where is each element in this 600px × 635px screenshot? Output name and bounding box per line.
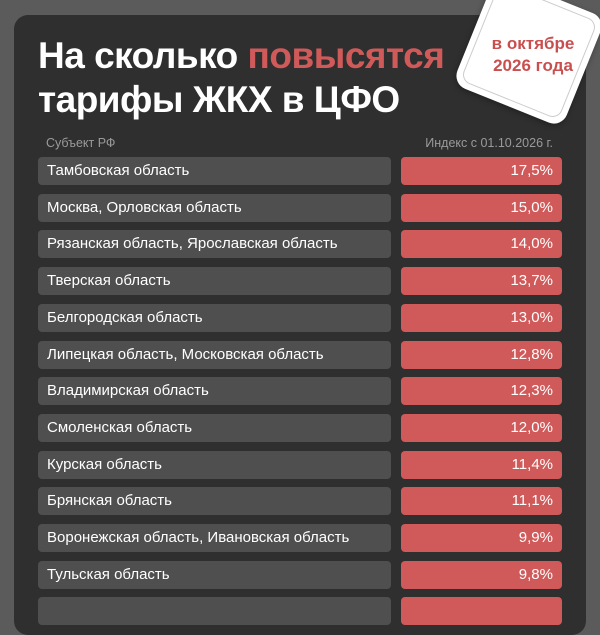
table-row-partial <box>38 597 562 626</box>
table-row: Тульская область 9,8% <box>38 560 562 589</box>
page-title: На сколько повысятся тарифы ЖКХ в ЦФО <box>38 34 445 122</box>
index-value: 9,9% <box>401 524 562 552</box>
subject-name: Москва, Орловская область <box>38 193 391 222</box>
subject-name: Воронежская область, Ивановская область <box>38 524 391 552</box>
table-row: Рязанская область, Ярославская область 14… <box>38 230 562 259</box>
subject-name: Белгородская область <box>38 303 391 332</box>
index-value: 17,5% <box>401 157 562 185</box>
subject-name: Тульская область <box>38 560 391 589</box>
subject-name: Брянская область <box>38 487 391 516</box>
column-header-subject: Субъект РФ <box>46 136 116 150</box>
index-value: 11,1% <box>401 487 562 516</box>
table-row: Смоленская область 12,0% <box>38 413 562 442</box>
badge-line1: в октябре <box>491 34 575 53</box>
table-row: Воронежская область, Ивановская область 9… <box>38 524 562 552</box>
index-value: 14,0% <box>401 230 562 259</box>
table-row: Липецкая область, Московская область 12,8… <box>38 340 562 369</box>
title-highlight: повысятся <box>247 35 445 76</box>
title-part1: На сколько <box>38 35 248 76</box>
index-value: 15,0% <box>401 193 562 222</box>
index-value: 12,3% <box>401 377 562 406</box>
subject-name: Тамбовская область <box>38 157 391 185</box>
subject-name: Тверская область <box>38 267 391 296</box>
index-value: 13,7% <box>401 267 562 296</box>
date-badge-text: в октябре 2026 года <box>462 33 600 77</box>
table-row: Тамбовская область 17,5% <box>38 157 562 185</box>
index-value: 9,8% <box>401 560 562 589</box>
badge-line2: 2026 года <box>493 56 573 75</box>
subject-name: Липецкая область, Московская область <box>38 340 391 369</box>
table-row: Москва, Орловская область 15,0% <box>38 193 562 222</box>
title-part2: тарифы ЖКХ в ЦФО <box>38 79 400 120</box>
index-value: 12,0% <box>401 413 562 442</box>
index-value: 13,0% <box>401 303 562 332</box>
column-header-index: Индекс с 01.10.2026 г. <box>425 136 553 150</box>
table-row: Тверская область 13,7% <box>38 267 562 296</box>
table-row: Белгородская область 13,0% <box>38 303 562 332</box>
index-value: 12,8% <box>401 340 562 369</box>
subject-name: Курская область <box>38 450 391 479</box>
table-row: Курская область 11,4% <box>38 450 562 479</box>
subject-name: Смоленская область <box>38 413 391 442</box>
table-row: Брянская область 11,1% <box>38 487 562 516</box>
subject-name: Владимирская область <box>38 377 391 406</box>
table-row: Владимирская область 12,3% <box>38 377 562 406</box>
index-value: 11,4% <box>401 450 562 479</box>
subject-name: Рязанская область, Ярославская область <box>38 230 391 259</box>
